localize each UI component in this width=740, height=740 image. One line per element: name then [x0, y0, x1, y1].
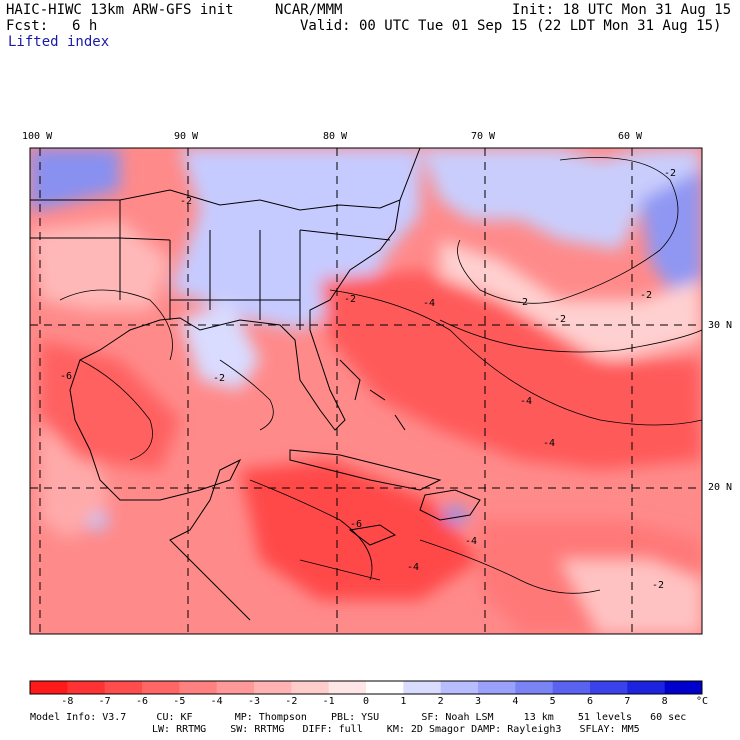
contour-label: -2 — [344, 294, 357, 305]
lon-label: 100 W — [22, 131, 53, 142]
lon-label: 80 W — [323, 131, 348, 142]
init-time: Init: 18 UTC Mon 31 Aug 15 — [512, 2, 732, 18]
colorbar-tick-label: 5 — [549, 696, 556, 707]
colorbar-cell — [366, 681, 404, 694]
pale-area-atlantic-arc — [440, 240, 702, 360]
colorbar-unit: °C — [695, 696, 709, 707]
lon-label: 60 W — [618, 131, 643, 142]
colorbar-tick-label: -5 — [173, 696, 186, 707]
contour-label: -2 — [516, 297, 529, 308]
colorbar-tick-label: -2 — [285, 696, 298, 707]
colorbar-tick-label: -4 — [210, 696, 223, 707]
colorbar-tick-label: -7 — [98, 696, 111, 707]
contour-label: -4 — [543, 438, 556, 449]
colorbar-tick-label: 3 — [474, 696, 482, 707]
colorbar-tick-label: 0 — [362, 696, 370, 707]
unstable-area-caribbean — [240, 460, 480, 600]
colorbar-tick-label: -8 — [61, 696, 74, 707]
colorbar-tick-label: 7 — [624, 696, 631, 707]
contour-label: -4 — [465, 536, 478, 547]
stable-area-gulf — [180, 300, 260, 390]
stable-area-north — [30, 148, 120, 210]
contour-label: -6 — [60, 371, 73, 382]
field-name: Lifted index — [8, 34, 110, 50]
model-info-line2: LW: RRTMG SW: RRTMG DIFF: full KM: 2D Sm… — [152, 724, 640, 735]
colorbar-cell — [67, 681, 106, 694]
coastlines — [30, 148, 481, 621]
org-label: NCAR/MMM — [275, 2, 343, 18]
colorbar-cell — [216, 681, 255, 694]
contour-label: -6 — [350, 519, 363, 530]
colorbar-cell — [104, 681, 143, 694]
colorbar-cell — [478, 681, 516, 694]
contour-label: -2 — [180, 196, 193, 207]
pale-area-southeast — [560, 560, 702, 634]
colorbar-tick-label: 8 — [661, 696, 668, 707]
colorbar-cell — [142, 681, 180, 694]
colorbar-cell — [254, 681, 292, 694]
valid-time: Valid: 00 UTC Tue 01 Sep 15 (22 LDT Mon … — [300, 18, 722, 34]
graticule — [30, 148, 702, 634]
colorbar-cell — [664, 681, 703, 694]
contour-label: -4 — [407, 562, 420, 573]
model-title: HAIC-HIWC 13km ARW-GFS init — [6, 2, 234, 18]
contour-label: -2 — [640, 290, 653, 301]
colorbar-cell — [403, 681, 442, 694]
unstable-area-gulf — [40, 340, 180, 470]
forecast-hour: 6 h — [72, 18, 98, 34]
colorbar — [29, 680, 703, 695]
li-contours — [59, 157, 702, 594]
colorbar-cell — [440, 681, 479, 694]
colorbar-cell — [515, 681, 554, 694]
model-info-line1: Model Info: V3.7 CU: KF MP: Thompson PBL… — [30, 712, 687, 723]
lon-label: 70 W — [471, 131, 496, 142]
colorbar-tick-label: 1 — [400, 696, 407, 707]
colorbar-cell — [179, 681, 218, 694]
colorbar-tick-label: 6 — [586, 696, 594, 707]
colorbar-cell — [552, 681, 591, 694]
contour-label: -2 — [554, 314, 567, 325]
lat-label: 30 N — [708, 320, 733, 331]
contour-label: -2 — [652, 580, 665, 591]
contour-label: -4 — [423, 298, 436, 309]
colorbar-cell — [590, 681, 628, 694]
contour-label: -2 — [213, 373, 226, 384]
forecast-label: Fcst: — [6, 18, 49, 34]
colorbar-cell — [627, 681, 666, 694]
contour-label: -4 — [520, 396, 533, 407]
colorbar-tick-label: 2 — [437, 696, 444, 707]
colorbar-tick-label: -6 — [135, 696, 149, 707]
colorbar-frame — [29, 680, 703, 695]
pale-area-texas — [30, 220, 170, 310]
colorbar-cell — [291, 681, 330, 694]
lat-label: 20 N — [708, 482, 733, 493]
stable-area-east — [640, 170, 702, 290]
lon-label: 90 W — [174, 131, 199, 142]
colorbar-cell — [328, 681, 367, 694]
colorbar-tick-label: 4 — [512, 696, 519, 707]
colorbar-tick-label: -3 — [247, 696, 261, 707]
colorbar-tick-label: -1 — [322, 696, 335, 707]
unstable-area-main — [320, 270, 702, 470]
colorbar-cell — [30, 681, 68, 694]
contour-label: -2 — [664, 168, 677, 179]
